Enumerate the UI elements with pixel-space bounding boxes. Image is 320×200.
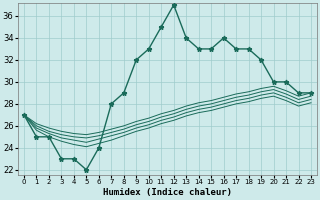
X-axis label: Humidex (Indice chaleur): Humidex (Indice chaleur) bbox=[103, 188, 232, 197]
